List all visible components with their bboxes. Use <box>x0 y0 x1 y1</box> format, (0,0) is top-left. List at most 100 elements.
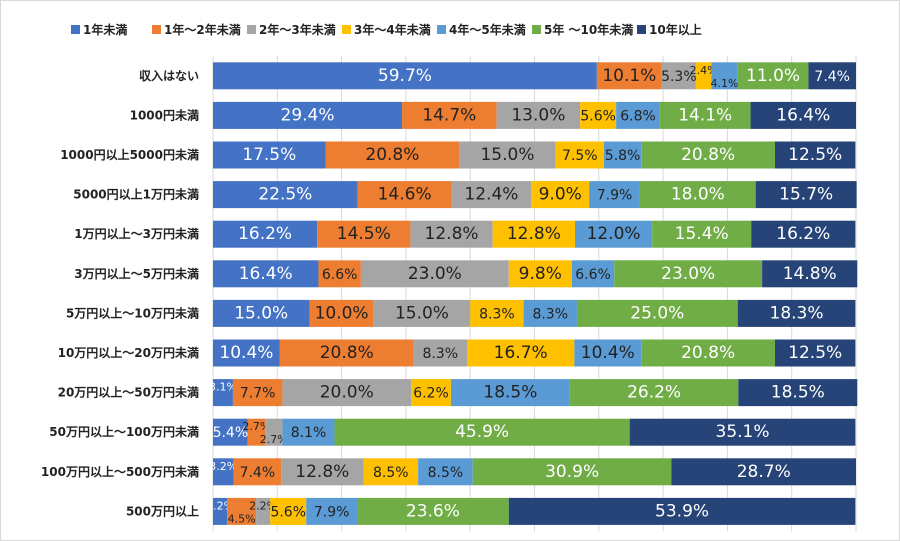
bar-segment <box>652 220 752 248</box>
category-label: 1万円以上～3万円未満 <box>74 226 199 241</box>
data-label: 16.2% <box>238 224 292 244</box>
bar-segment <box>569 379 739 407</box>
bar-segment <box>213 497 228 525</box>
data-label: 15.0% <box>480 145 534 165</box>
bar-segment <box>357 497 509 525</box>
bar-segment <box>213 141 326 169</box>
bar-segment <box>360 260 509 288</box>
bar-segment <box>639 181 756 209</box>
bar-segment <box>213 260 319 288</box>
legend-swatch <box>342 25 351 34</box>
bar-segment <box>411 379 451 407</box>
data-label: 5.4% <box>213 425 249 441</box>
data-label: 13.0% <box>511 105 565 125</box>
category-label: 1000円以上5000円未満 <box>60 147 199 162</box>
bar-segment <box>317 220 411 248</box>
legend-swatch <box>247 25 256 34</box>
data-label: 10.1% <box>602 66 656 86</box>
bar-segment <box>282 379 412 407</box>
data-label: 5.8% <box>605 148 641 164</box>
bar-segment <box>576 299 738 327</box>
bar-segment <box>774 141 856 169</box>
bar-segment <box>737 62 809 90</box>
bar-segment <box>363 458 419 486</box>
bar-segment <box>531 181 590 209</box>
bar-segment <box>309 299 374 327</box>
category-label: 5万円以上～10万円未満 <box>66 305 199 320</box>
bar-segment <box>213 101 403 129</box>
bar-segment <box>738 379 858 407</box>
data-label: 20.8% <box>365 145 419 165</box>
category-label: 収入はない <box>139 69 199 83</box>
data-label: 6.6% <box>575 267 611 283</box>
legend-item: 10年以上 <box>637 22 702 37</box>
data-label: 14.8% <box>783 264 837 284</box>
bar-segment <box>213 299 310 327</box>
bar-segment <box>555 141 604 169</box>
bar-segment <box>213 181 358 209</box>
bar-segment <box>413 339 467 367</box>
legend-item: 5年 ～10年未満 <box>532 22 633 37</box>
data-label: 59.7% <box>378 66 432 86</box>
data-label: 8.3% <box>532 306 568 322</box>
data-label: 23.0% <box>661 264 715 284</box>
bar-segment <box>508 260 572 288</box>
data-label: 35.1% <box>716 422 770 442</box>
data-label: 16.2% <box>776 224 830 244</box>
data-label: 15.0% <box>234 303 288 323</box>
data-label: 9.8% <box>519 264 562 284</box>
data-label: 14.1% <box>678 105 732 125</box>
bar-segment <box>418 458 473 486</box>
legend-label: 1年～2年未満 <box>164 22 241 37</box>
bar-segment <box>571 260 615 288</box>
data-label: 45.9% <box>455 422 509 442</box>
data-label: 5.6% <box>270 504 306 520</box>
data-label: 12.5% <box>788 343 842 363</box>
data-label: 5.3% <box>661 69 697 85</box>
data-label: 2.7% <box>242 420 270 433</box>
bar-segment <box>629 418 856 446</box>
data-label: 2.2% <box>249 499 277 512</box>
bar-segment <box>589 181 640 209</box>
data-label: 12.8% <box>425 224 479 244</box>
bar-segment <box>737 299 856 327</box>
category-label: 5000円以上1万円未満 <box>73 187 199 202</box>
bar-segment <box>661 62 696 90</box>
data-label: 2.2% <box>206 499 234 512</box>
legend-label: 3年～4年未満 <box>354 22 431 37</box>
data-label: 7.5% <box>562 148 598 164</box>
bar-segment <box>695 62 712 90</box>
bar-segment <box>755 181 857 209</box>
data-label: 23.0% <box>408 264 462 284</box>
data-label: 6.2% <box>413 386 449 402</box>
bar-segment <box>306 497 358 525</box>
data-label: 20.8% <box>681 145 735 165</box>
bar-segment <box>334 418 630 446</box>
bar-segment <box>762 260 858 288</box>
data-label: 2.7% <box>260 433 288 446</box>
data-label: 25.0% <box>630 303 684 323</box>
category-label: 50万円以上～100万円未満 <box>49 424 199 439</box>
data-label: 8.5% <box>428 465 464 481</box>
bar-segment <box>357 181 452 209</box>
data-label: 15.7% <box>779 185 833 205</box>
bar-segment <box>659 101 751 129</box>
legend-item: 2年～3年未満 <box>247 22 336 37</box>
data-label: 26.2% <box>627 383 681 403</box>
bar-segment <box>603 141 642 169</box>
data-label: 23.6% <box>406 501 460 521</box>
data-label: 53.9% <box>655 501 709 521</box>
bar-segment <box>492 220 576 248</box>
data-label: 8.3% <box>479 306 515 322</box>
bar-segment <box>265 418 283 446</box>
bar-segment <box>711 62 738 90</box>
bar-segment <box>641 141 775 169</box>
data-label: 3.2% <box>209 460 237 473</box>
data-label: 28.7% <box>737 462 791 482</box>
data-label: 16.7% <box>494 343 548 363</box>
legend-swatch <box>637 25 646 34</box>
data-label: 6.6% <box>322 267 358 283</box>
data-label: 18.5% <box>483 383 537 403</box>
category-label: 3万円以上～5万円未満 <box>74 266 199 281</box>
data-label: 12.5% <box>788 145 842 165</box>
